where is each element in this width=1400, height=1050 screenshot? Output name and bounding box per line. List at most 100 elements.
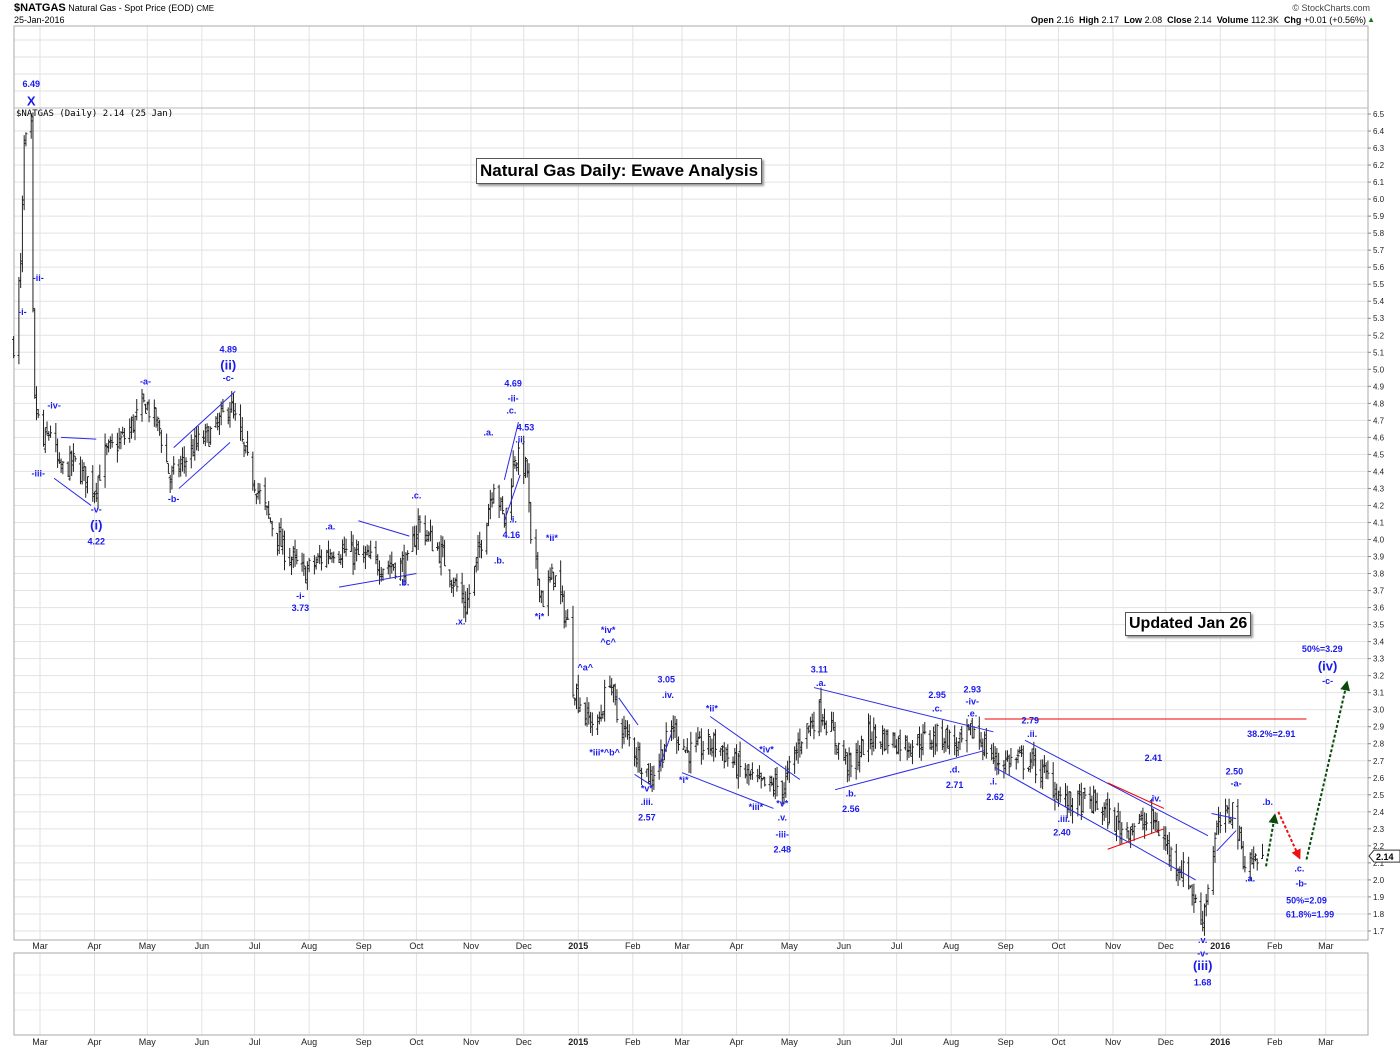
ohlc-bar <box>1217 806 1221 835</box>
y-tick-label: 5.4 <box>1373 297 1385 306</box>
y-tick-label: 2.5 <box>1373 791 1385 800</box>
ohlc-bar <box>45 421 49 436</box>
ohlc-bar <box>43 427 47 454</box>
ohlc-bar <box>275 532 279 556</box>
updated-box: Updated Jan 26 <box>1125 612 1252 636</box>
ohlc-bar <box>696 727 700 746</box>
ohlc-bar <box>942 737 946 754</box>
ohlc-bar <box>819 687 823 733</box>
ohlc-bar <box>689 731 693 774</box>
ohlc-bar <box>1107 798 1111 824</box>
ohlc-bar <box>854 743 858 780</box>
ohlc-bar <box>552 571 556 591</box>
ohlc-bar <box>253 480 257 493</box>
ohlc-bar <box>608 675 612 689</box>
ohlc-bar <box>638 742 642 773</box>
ohlc-bar <box>1041 759 1045 790</box>
ohlc-bar <box>1125 822 1129 839</box>
ohlc-bar <box>465 588 469 615</box>
ohlc-bar <box>620 718 624 749</box>
ohlc-bar <box>96 475 100 510</box>
y-tick-label: 5.1 <box>1373 348 1385 357</box>
ohlc-bar <box>142 393 146 403</box>
ohlc-bar <box>991 742 995 765</box>
y-tick-label: 3.7 <box>1373 587 1385 596</box>
ohlc-bar <box>613 683 617 706</box>
y-tick-label: 2.3 <box>1373 825 1385 834</box>
ohlc-bar <box>406 550 410 561</box>
y-tick-label: 4.4 <box>1373 467 1385 476</box>
ohlc-bar <box>749 770 753 780</box>
x-tick-label: Oct <box>409 1037 424 1047</box>
ohlc-bar <box>1227 798 1231 824</box>
ohlc-bar <box>677 736 681 751</box>
ohlc-bar <box>117 427 121 450</box>
ohlc-bar <box>369 540 373 560</box>
ohlc-bar <box>441 536 445 558</box>
ohlc-bar <box>954 737 958 758</box>
y-tick-label: 5.8 <box>1373 229 1385 238</box>
ohlc-bar <box>738 741 742 778</box>
ohlc-bar <box>70 450 74 476</box>
ohlc-bar <box>928 730 932 750</box>
ohlc-bar <box>277 522 281 555</box>
ohlc-bar <box>110 433 114 448</box>
ohlc-bar <box>295 548 299 565</box>
ohlc-bar <box>355 539 359 562</box>
wave-label: *iv* <box>759 744 774 754</box>
ohlc-bar <box>455 573 459 592</box>
ohlc-bar <box>31 112 35 313</box>
wave-label: 61.8%=1.99 <box>1286 909 1334 919</box>
ohlc-bar <box>842 740 846 762</box>
ohlc-bar <box>812 711 816 740</box>
x-tick-label: Oct <box>409 941 424 951</box>
ohlc-bar <box>1042 755 1046 774</box>
y-tick-label: 2.0 <box>1373 876 1385 885</box>
ohlc-bar <box>448 569 452 588</box>
wave-label: 2.93 <box>964 685 982 695</box>
ohlc-bar <box>337 551 341 563</box>
ohlc-bar <box>342 536 346 554</box>
ohlc-bar <box>1261 843 1265 859</box>
ohlc-bar <box>1092 785 1096 814</box>
ohlc-bar <box>724 747 728 763</box>
ohlc-bar <box>128 418 132 443</box>
ohlc-bar <box>821 713 825 726</box>
ohlc-bar <box>596 714 600 736</box>
y-tick-label: 3.8 <box>1373 570 1385 579</box>
ohlc-bar <box>439 535 443 576</box>
ohlc-bar <box>1005 750 1009 762</box>
y-tick-label: 6.1 <box>1373 178 1385 187</box>
ohlc-bar <box>191 438 195 457</box>
ohlc-bar <box>516 441 520 475</box>
ohlc-bar <box>759 772 763 789</box>
ohlc-bar <box>1030 748 1034 769</box>
ohlc-bar <box>965 718 969 753</box>
ohlc-bar <box>362 545 366 563</box>
ohlc-bar <box>944 728 948 752</box>
ohlc-bar <box>1144 813 1148 831</box>
chart-title: $NATGAS Natural Gas - Spot Price (EOD) C… <box>14 2 214 14</box>
ohlc-bar <box>553 575 557 588</box>
ohlc-bar <box>326 540 330 565</box>
y-tick-label: 3.0 <box>1373 706 1385 715</box>
ohlc-bar <box>84 466 88 498</box>
ohlc-bar <box>135 398 139 421</box>
ohlc-bar <box>845 752 849 783</box>
ohlc-bar <box>462 584 466 619</box>
ohlc-bar <box>312 555 316 575</box>
ohlc-bar <box>1051 762 1055 799</box>
ohlc-bar <box>685 738 689 754</box>
wave-label: (i) <box>90 517 102 532</box>
ohlc-bar <box>1192 883 1196 913</box>
wave-label: 4.53 <box>517 423 535 433</box>
ohlc-bar <box>794 742 798 761</box>
ohlc-bar <box>453 577 457 586</box>
ohlc-bar <box>671 715 675 740</box>
ohlc-bar <box>17 276 21 365</box>
red-projection-arrow <box>1277 811 1301 860</box>
wave-label: -i- <box>296 591 305 601</box>
ohlc-bar <box>1201 910 1205 932</box>
wave-label: ^a^ <box>578 663 594 673</box>
x-tick-label: Nov <box>463 941 480 951</box>
